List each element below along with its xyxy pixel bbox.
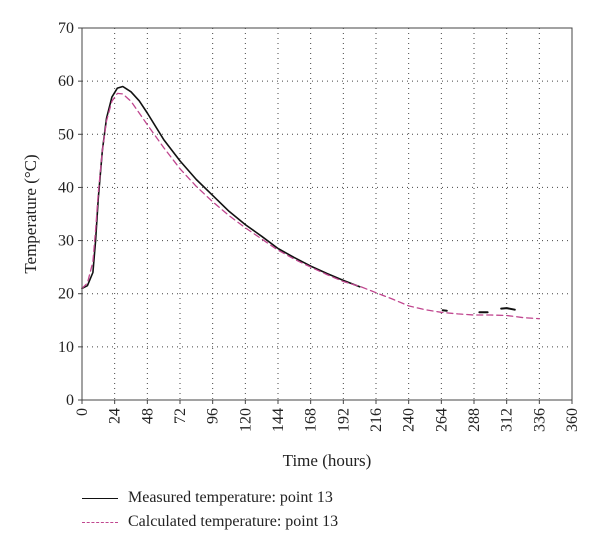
series-segment-measured [500, 307, 516, 311]
x-axis-ticks: 0 24 48 72 96 120 144 168 192 216 240 264 288 312 336 3… [74, 400, 581, 432]
y-tick-label: 30 [58, 233, 74, 250]
x-tick-label: 96 [205, 408, 222, 424]
legend-label-calculated: Calculated temperature: point 13 [128, 513, 339, 530]
y-tick-label: 60 [58, 73, 74, 90]
legend-swatch-calculated [82, 521, 118, 523]
x-tick-label: 360 [564, 408, 581, 432]
y-tick-label: 10 [58, 339, 74, 356]
y-tick-label: 70 [58, 20, 74, 37]
x-tick-label: 288 [466, 408, 483, 432]
x-tick-label: 192 [335, 408, 352, 432]
x-tick-label: 48 [139, 408, 156, 424]
x-tick-label: 144 [270, 408, 287, 432]
y-tick-label: 50 [58, 126, 74, 143]
series-segment-measured [441, 309, 448, 312]
x-tick-label: 24 [107, 408, 124, 424]
x-tick-label: 240 [401, 408, 418, 432]
y-tick-label: 0 [66, 392, 74, 409]
series-line-calculated [81, 92, 540, 320]
x-tick-label: 0 [74, 408, 91, 416]
x-axis-title: Time (hours) [283, 451, 372, 470]
legend-label-measured: Measured temperature: point 13 [128, 489, 333, 506]
x-tick-label: 72 [172, 408, 189, 424]
x-tick-label: 120 [237, 408, 254, 432]
plot-frame [81, 27, 573, 401]
legend-item-calculated: Calculated temperature: point 13 [82, 510, 338, 534]
y-axis-ticks: 0 10 20 30 40 50 60 70 [58, 20, 82, 409]
series-line-measured [81, 85, 361, 290]
x-tick-label: 336 [531, 408, 548, 432]
x-tick-label: 312 [499, 408, 516, 432]
legend: Measured temperature: point 13 Calculate… [82, 486, 338, 534]
grid [82, 28, 572, 400]
legend-item-measured: Measured temperature: point 13 [82, 486, 338, 510]
legend-swatch-measured [82, 497, 118, 499]
y-tick-label: 40 [58, 179, 74, 196]
x-tick-label: 216 [368, 408, 385, 432]
series-layer [81, 85, 540, 320]
y-tick-label: 20 [58, 286, 74, 303]
x-tick-label: 264 [433, 408, 450, 432]
y-axis-title: Temperature (°C) [21, 154, 40, 273]
x-tick-label: 168 [303, 408, 320, 432]
